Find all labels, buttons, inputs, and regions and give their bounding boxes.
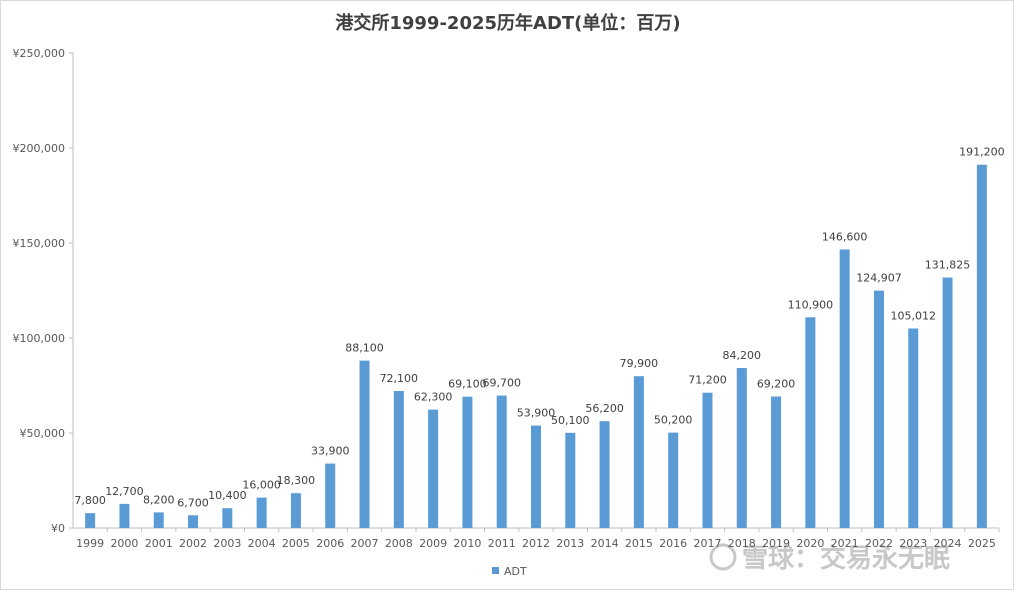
x-tick-label: 2002	[179, 537, 207, 550]
data-label: 131,825	[925, 259, 971, 272]
bar	[256, 497, 267, 528]
bar	[873, 290, 884, 528]
x-tick-label: 2005	[282, 537, 310, 550]
x-tick-label: 2000	[110, 537, 138, 550]
x-tick-label: 2015	[625, 537, 653, 550]
bar	[771, 396, 782, 528]
watermark-logo-icon	[709, 543, 737, 571]
x-tick-label: 2006	[316, 537, 344, 550]
data-label: 56,200	[585, 402, 624, 415]
x-tick-label: 2003	[213, 537, 241, 550]
bar	[565, 432, 576, 528]
x-tick-label: 2009	[419, 537, 447, 550]
bar	[462, 396, 473, 528]
data-label: 79,900	[620, 357, 659, 370]
bar	[188, 515, 199, 528]
bar	[908, 328, 919, 528]
watermark: 雪球：交易永无眠	[709, 543, 950, 574]
bar	[633, 376, 644, 528]
x-tick-label: 2014	[591, 537, 619, 550]
data-label: 8,200	[143, 493, 175, 506]
chart-title: 港交所1999-2025历年ADT(单位：百万)	[335, 13, 681, 34]
data-label: 18,300	[277, 474, 316, 487]
bar	[668, 432, 679, 528]
x-tick-label: 2023	[899, 537, 927, 550]
y-tick-label: ¥50,000	[20, 427, 66, 440]
data-label: 105,012	[891, 309, 937, 322]
data-label: 53,900	[517, 407, 556, 420]
bar	[736, 368, 747, 528]
data-label: 72,100	[380, 372, 419, 385]
x-tick-label: 2018	[728, 537, 756, 550]
bar	[942, 277, 953, 528]
legend-label: ADT	[504, 565, 527, 578]
data-label: 10,400	[208, 489, 247, 502]
data-label: 62,300	[414, 391, 453, 404]
bar	[290, 493, 301, 528]
bar	[85, 513, 96, 528]
x-tick-label: 2020	[796, 537, 824, 550]
data-label: 6,700	[177, 496, 209, 509]
data-label: 191,200	[959, 146, 1005, 159]
x-tick-label: 2013	[556, 537, 584, 550]
bar	[976, 164, 987, 528]
bars	[85, 164, 987, 528]
bar	[805, 317, 816, 528]
x-tick-label: 2025	[968, 537, 996, 550]
data-label: 33,900	[311, 445, 350, 458]
x-tick-label: 2007	[351, 537, 379, 550]
data-label: 69,700	[482, 377, 521, 390]
data-label: 146,600	[822, 230, 868, 243]
x-tick-label: 2012	[522, 537, 550, 550]
y-tick-label: ¥0	[51, 522, 65, 535]
y-tick-label: ¥200,000	[13, 142, 66, 155]
x-tick-label: 2001	[145, 537, 173, 550]
data-label: 50,100	[551, 414, 590, 427]
x-tick-label: 2011	[488, 537, 516, 550]
bar	[393, 391, 404, 528]
bar	[496, 395, 507, 528]
data-label: 84,200	[723, 349, 762, 362]
legend: ADT	[492, 565, 527, 578]
x-tick-label: 2017	[693, 537, 721, 550]
x-tick-label: 2022	[865, 537, 893, 550]
axes: ¥0 ¥50,000 ¥100,000 ¥150,000 ¥200,000 ¥250,00…	[13, 47, 1000, 550]
data-label: 69,200	[757, 378, 796, 391]
data-label: 124,907	[856, 272, 902, 285]
bar	[428, 409, 439, 528]
data-label: 71,200	[688, 374, 727, 387]
x-tick-label: 1999	[76, 537, 104, 550]
data-label: 16,000	[242, 479, 281, 492]
data-label: 7,800	[74, 494, 106, 507]
watermark-text: 雪球：交易永无眠	[742, 543, 950, 574]
y-tick-label: ¥100,000	[13, 332, 66, 345]
bar	[325, 463, 336, 528]
bar	[153, 512, 164, 528]
y-tick-label: ¥150,000	[13, 237, 66, 250]
bar	[119, 503, 130, 528]
x-tick-label: 2004	[248, 537, 276, 550]
data-label: 88,100	[345, 342, 384, 355]
x-tick-label: 2016	[659, 537, 687, 550]
data-label: 110,900	[788, 298, 834, 311]
x-tick-label: 2008	[385, 537, 413, 550]
bar	[359, 360, 370, 528]
bar	[222, 508, 233, 528]
x-tick-label: 2024	[934, 537, 962, 550]
bar	[839, 249, 850, 528]
data-label: 69,100	[448, 378, 487, 391]
x-tick-label: 2019	[762, 537, 790, 550]
x-tick-label: 2021	[831, 537, 859, 550]
bar	[599, 421, 610, 528]
y-tick-label: ¥250,000	[13, 47, 66, 60]
bar	[531, 425, 541, 528]
data-label: 50,200	[654, 414, 693, 427]
bar	[702, 392, 713, 528]
x-tick-label: 2010	[453, 537, 481, 550]
legend-swatch	[492, 567, 499, 574]
data-label: 12,700	[105, 485, 144, 498]
